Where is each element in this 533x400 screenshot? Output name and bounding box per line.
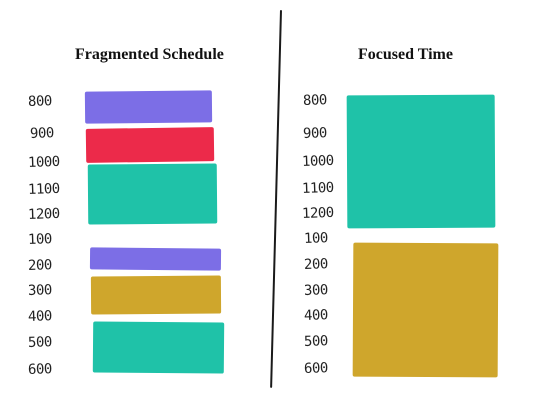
right-block-teal-morning (346, 94, 496, 229)
right-label-600: 600 (303, 360, 329, 377)
left-label-400: 400 (27, 308, 53, 325)
right-label-100: 100 (303, 230, 329, 247)
right-label-1200: 1200 (301, 204, 334, 222)
left-label-800: 800 (27, 93, 53, 110)
left-block-teal-late (92, 321, 225, 374)
left-label-1000: 1000 (27, 153, 60, 171)
right-label-900: 900 (302, 125, 328, 142)
focused-time-title: Focused Time (358, 46, 453, 63)
left-block-purple-afternoon (89, 247, 222, 271)
right-label-500: 500 (303, 333, 329, 350)
left-label-900: 900 (29, 125, 55, 142)
left-label-200: 200 (27, 257, 53, 274)
left-block-red (85, 127, 215, 163)
left-label-100: 100 (27, 231, 53, 248)
left-block-purple-morning (84, 90, 213, 124)
left-label-500: 500 (27, 334, 53, 351)
center-divider (270, 9, 282, 388)
right-label-1000: 1000 (301, 152, 334, 170)
right-label-300: 300 (303, 282, 329, 299)
left-label-1200: 1200 (27, 205, 60, 223)
right-label-400: 400 (303, 307, 329, 324)
right-label-1100: 1100 (301, 179, 334, 197)
left-block-gold (90, 275, 222, 315)
right-label-800: 800 (302, 92, 328, 109)
left-label-600: 600 (27, 361, 53, 378)
left-label-300: 300 (27, 282, 53, 299)
left-label-1100: 1100 (27, 180, 60, 198)
left-block-teal-midday (87, 163, 218, 225)
fragmented-schedule-title: Fragmented Schedule (75, 46, 224, 63)
right-block-gold-afternoon (352, 242, 499, 378)
right-label-200: 200 (303, 256, 329, 273)
